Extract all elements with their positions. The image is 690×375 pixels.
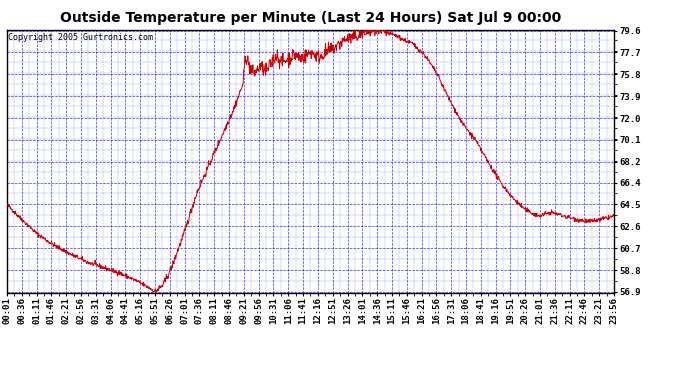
Text: Copyright 2005 Gurtronics.com: Copyright 2005 Gurtronics.com [8,33,153,42]
Text: Outside Temperature per Minute (Last 24 Hours) Sat Jul 9 00:00: Outside Temperature per Minute (Last 24 … [60,11,561,25]
